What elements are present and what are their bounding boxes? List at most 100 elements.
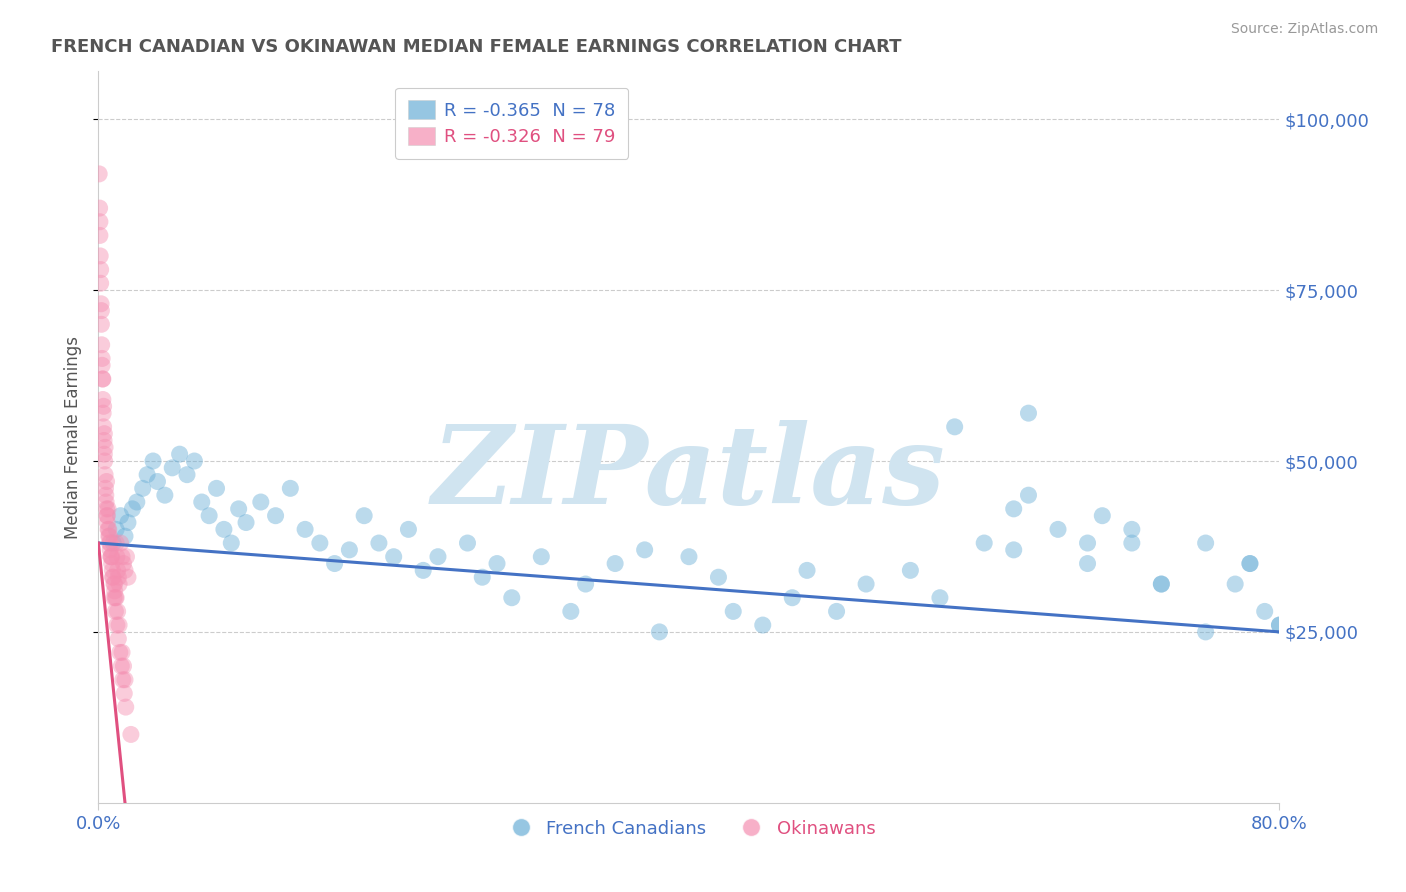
Point [112,686,135,700]
Point [162,460,183,475]
Point [89,228,111,243]
Point [94,467,117,482]
Point [294,522,316,536]
Point [97,501,120,516]
Point [107,632,129,646]
Point [1225,577,1247,591]
Point [427,549,450,564]
Point [105,591,128,605]
Point [339,542,361,557]
Point [368,536,391,550]
Point [1018,406,1040,420]
Point [91,372,114,386]
Point [100,549,122,564]
Point [94,440,117,454]
Point [530,549,553,564]
Point [101,570,124,584]
Point [1047,522,1070,536]
Point [97,522,120,536]
Point [98,542,121,557]
Point [648,624,671,639]
Point [205,481,228,495]
Point [103,570,125,584]
Point [752,618,775,632]
Point [90,297,112,311]
Point [153,488,176,502]
Point [94,481,117,495]
Point [398,522,420,536]
Point [104,604,127,618]
Point [103,577,125,591]
Point [136,467,159,482]
Point [198,508,221,523]
Point [89,201,111,215]
Point [1002,542,1025,557]
Text: ZIPatlas: ZIPatlas [432,420,946,527]
Point [115,549,138,564]
Point [108,577,131,591]
Point [125,495,148,509]
Point [90,338,112,352]
Point [89,249,111,263]
Point [323,557,346,571]
Point [96,508,118,523]
Point [100,557,122,571]
Point [91,359,114,373]
Point [107,570,129,584]
Point [605,557,627,571]
Point [183,454,205,468]
Point [1268,618,1291,632]
Point [1239,557,1261,571]
Point [98,529,121,543]
Point [943,420,966,434]
Point [112,557,135,571]
Point [117,516,139,530]
Point [1150,577,1173,591]
Point [91,406,114,420]
Point [96,508,118,523]
Point [796,563,818,577]
Point [782,591,804,605]
Point [108,618,131,632]
Point [117,570,139,584]
Point [1091,508,1114,523]
Point [973,536,995,550]
Point [90,277,112,291]
Y-axis label: Median Female Earnings: Median Female Earnings [65,335,83,539]
Point [105,536,128,550]
Point [176,467,198,482]
Point [142,454,165,468]
Point [107,604,129,618]
Point [678,549,700,564]
Point [111,673,134,687]
Point [105,618,128,632]
Point [1002,501,1025,516]
Point [1239,557,1261,571]
Point [221,536,243,550]
Point [110,659,132,673]
Point [929,591,952,605]
Point [91,392,114,407]
Point [855,577,877,591]
Point [121,501,143,516]
Point [486,557,509,571]
Point [457,536,479,550]
Point [412,563,434,577]
Point [90,303,112,318]
Point [98,536,121,550]
Point [228,501,250,516]
Point [212,522,235,536]
Point [1018,488,1040,502]
Point [112,659,135,673]
Point [1077,557,1099,571]
Point [114,700,136,714]
Point [104,591,127,605]
Point [1268,618,1291,632]
Point [191,495,214,509]
Point [575,577,598,591]
Point [105,549,128,564]
Point [1195,536,1218,550]
Point [111,645,134,659]
Point [89,215,111,229]
Point [103,536,125,550]
